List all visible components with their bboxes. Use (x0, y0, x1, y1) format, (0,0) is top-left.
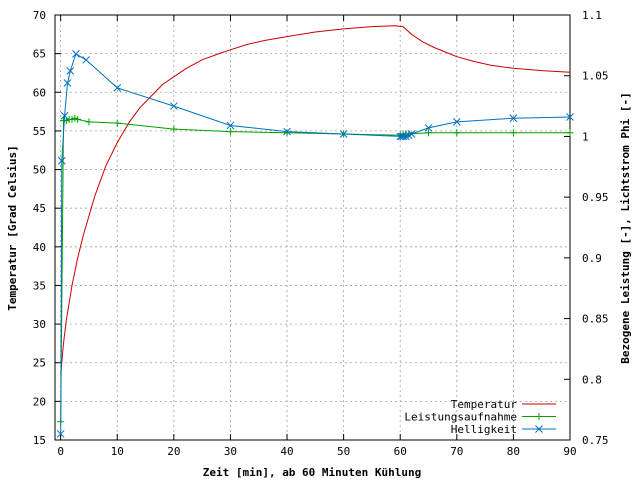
data-point-helligkeit (283, 127, 291, 136)
grid (55, 15, 571, 440)
y2-tick-labels: 0.75 0.8 0.85 0.9 0.95 1 1.05 1.1 (582, 9, 609, 447)
x-tick-label: 50 (337, 445, 350, 458)
y-tick-label: 20 (33, 395, 46, 408)
series-line-helligkeit (60, 53, 571, 434)
data-point-helligkeit (339, 130, 348, 138)
data-point-leistungsaufnahme (226, 128, 234, 136)
y-tick-label: 50 (33, 164, 46, 177)
y2-tick-label: 1 (582, 130, 589, 143)
data-point-helligkeit (113, 84, 122, 92)
x-tick-label: 60 (394, 445, 407, 458)
y-tick-label: 30 (33, 318, 46, 331)
data-point-helligkeit (72, 50, 80, 58)
y-tick-labels: 15 20 25 30 35 40 45 50 55 60 65 70 (33, 9, 46, 447)
data-point-leistungsaufnahme (170, 125, 178, 133)
series-line-temperatur (60, 25, 571, 375)
data-point-leistungsaufnahme (113, 119, 121, 127)
y2-tick-label: 0.8 (582, 373, 602, 386)
plot-area-border (54, 14, 571, 441)
y-tick-label: 40 (33, 241, 46, 254)
x-tick-label: 90 (563, 445, 576, 458)
data-point-leistungsaufnahme (425, 129, 433, 137)
series-lines (56, 25, 574, 438)
y2-axis-label: Bezogene Leistung [-], Lichtstrom Phi [-… (619, 92, 632, 364)
data-point-helligkeit (452, 118, 461, 126)
y-tick-label: 35 (33, 279, 46, 292)
x-tick-labels: 0 10 20 30 40 50 60 70 80 90 (57, 445, 576, 458)
data-point-helligkeit (424, 124, 433, 132)
x-tick-label: 80 (507, 445, 520, 458)
y2-tick-label: 0.95 (582, 191, 609, 204)
data-point-helligkeit (63, 79, 72, 87)
data-point-helligkeit (566, 113, 574, 121)
data-point-helligkeit (396, 132, 405, 141)
y2-tick-label: 0.75 (582, 434, 609, 447)
data-point-helligkeit (226, 121, 235, 130)
y-axis-label: Temperatur [Grad Celsius] (6, 145, 19, 311)
data-point-helligkeit (57, 156, 66, 165)
x-axis-label: Zeit [min], ab 60 Minuten Kühlung (203, 466, 422, 479)
data-point-leistungsaufnahme (453, 129, 461, 137)
data-point-helligkeit (66, 67, 75, 75)
data-point-leistungsaufnahme (283, 129, 291, 137)
data-point-helligkeit (82, 56, 90, 64)
y-tick-label: 65 (33, 48, 46, 61)
data-point-leistungsaufnahme (85, 118, 93, 126)
x-tick-label: 0 (57, 445, 64, 458)
data-point-helligkeit (169, 102, 178, 110)
legend-marker-helligkeit (535, 425, 543, 433)
y2-tick-label: 1.1 (582, 9, 602, 22)
data-point-helligkeit (407, 130, 416, 138)
series-leistungsaufnahme (57, 114, 574, 426)
x-tick-label: 70 (450, 445, 463, 458)
legend-label-temperatur: Temperatur (451, 398, 518, 411)
x-tick-label: 40 (280, 445, 293, 458)
legend-label-leistungsaufnahme: Leistungsaufnahme (404, 411, 517, 424)
series-helligkeit (56, 50, 574, 438)
x-tick-label: 20 (167, 445, 180, 458)
y2-tick-label: 0.9 (582, 252, 602, 265)
data-point-leistungsaufnahme (509, 129, 517, 137)
axis-ticks (55, 14, 571, 441)
legend-label-helligkeit: Helligkeit (451, 423, 517, 436)
y-tick-label: 60 (33, 86, 46, 99)
data-point-helligkeit (509, 114, 518, 123)
data-point-helligkeit (60, 111, 69, 120)
legend-marker-leistungsaufnahme (535, 413, 543, 420)
y-tick-label: 25 (33, 357, 46, 370)
data-point-helligkeit (399, 132, 408, 141)
y-tick-label: 55 (33, 125, 46, 138)
y-tick-label: 45 (33, 202, 46, 215)
x-tick-label: 10 (111, 445, 124, 458)
data-point-leistungsaufnahme (74, 115, 82, 123)
y-tick-label: 15 (33, 434, 46, 447)
data-point-leistungsaufnahme (566, 129, 574, 137)
y-tick-label: 70 (33, 9, 46, 22)
y2-tick-label: 1.05 (582, 70, 609, 83)
data-point-helligkeit (56, 430, 65, 438)
x-tick-label: 30 (224, 445, 237, 458)
series-line-leistungsaufnahme (60, 117, 570, 422)
y2-tick-label: 0.85 (582, 313, 609, 326)
series-temperatur (60, 25, 571, 375)
